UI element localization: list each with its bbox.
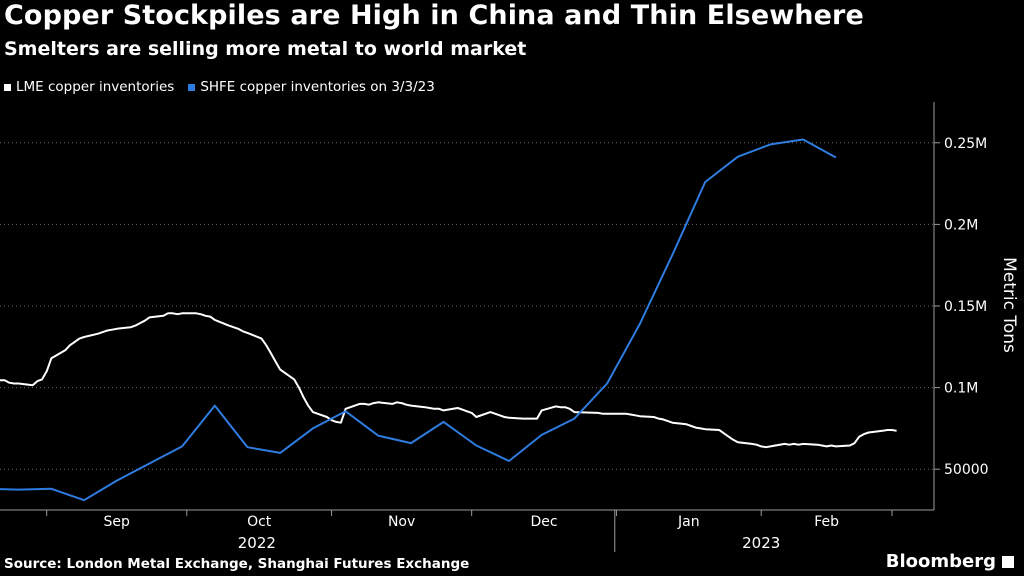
legend-label-lme: LME copper inventories (16, 79, 175, 95)
legend-swatch-shfe (188, 83, 196, 91)
y-tick-label-3: 0.2M (944, 217, 978, 233)
y-tick-label-1: 0.1M (944, 381, 978, 397)
x-tick-label-sep: Sep (104, 514, 131, 530)
x-tick-label-feb: Feb (814, 514, 839, 530)
y-tick-label-2: 0.15M (944, 299, 987, 315)
x-tick-label-oct: Oct (247, 514, 272, 530)
series-line-shfe (0, 138, 837, 502)
x-tick-label-dec: Dec (531, 514, 558, 530)
y-axis-label: Metric Tons (999, 257, 1019, 353)
source-note: Source: London Metal Exchange, Shanghai … (4, 556, 470, 572)
series-lines (0, 138, 897, 502)
chart-subtitle: Smelters are selling more metal to world… (4, 38, 527, 60)
x-tick-label-jan: Jan (677, 514, 700, 530)
brand-square-icon (1002, 556, 1014, 568)
legend-label-shfe: SHFE copper inventories on 3/3/23 (200, 79, 435, 95)
brand-logo-text: Bloomberg (885, 551, 996, 572)
grid-lines (0, 142, 934, 470)
axes: 50000 0.1M 0.15M 0.2M 0.25M Sep Oct Nov Dec Jan Fe… (0, 102, 989, 552)
y-tick-label-0: 50000 (944, 462, 989, 478)
legend-item-lme: LME copper inventories (4, 79, 174, 95)
series-line-lme (0, 312, 897, 449)
legend-item-shfe: SHFE copper inventories on 3/3/23 (188, 79, 435, 95)
legend: LME copper inventories SHFE copper inven… (4, 79, 435, 95)
chart-title: Copper Stockpiles are High in China and … (4, 0, 864, 31)
x-tick-label-nov: Nov (388, 514, 415, 530)
y-tick-label-4: 0.25M (944, 136, 987, 152)
year-label-2022: 2022 (238, 534, 276, 552)
year-label-2023: 2023 (742, 534, 780, 552)
legend-swatch-lme (4, 83, 11, 91)
